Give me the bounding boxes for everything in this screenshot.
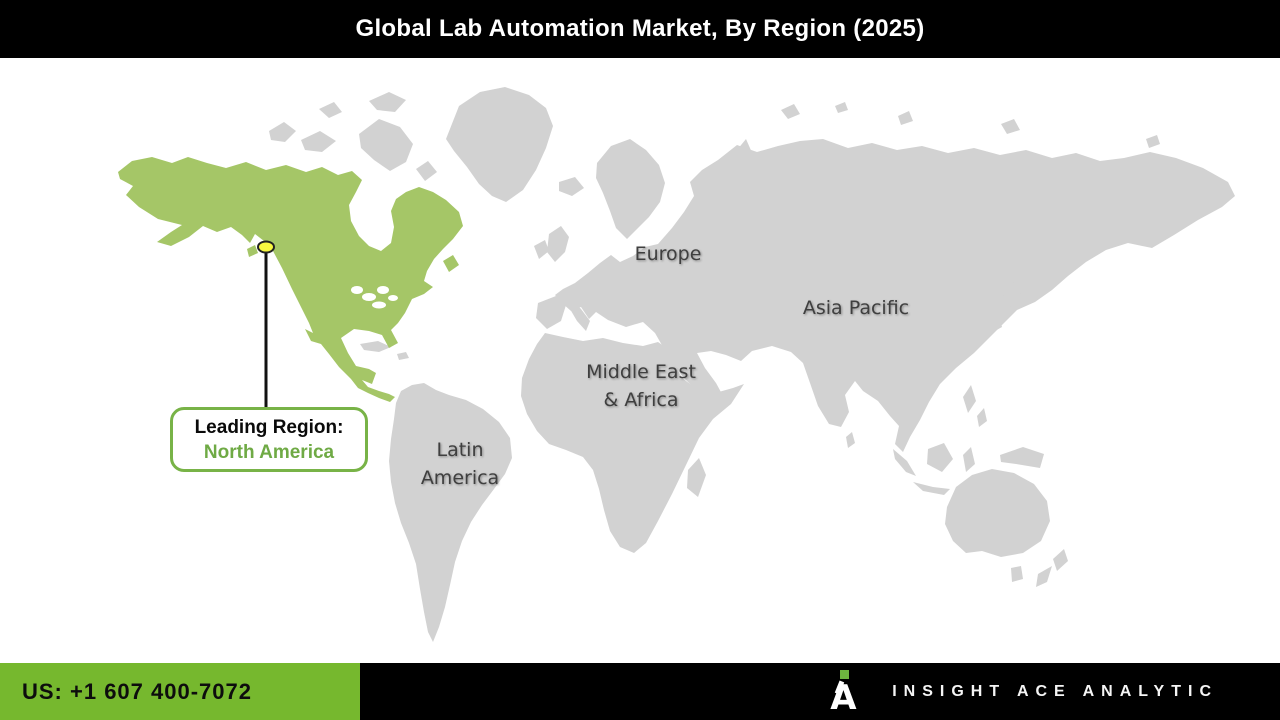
new-zealand [1053, 549, 1068, 571]
leading-region-callout: Leading Region: North America [170, 407, 368, 472]
footer-brand-section: A INSIGHT ACE ANALYTIC [360, 663, 1280, 720]
sumatra [893, 449, 916, 476]
label-middle-east-africa: Middle East & Africa [551, 358, 731, 414]
phone-number: US: +1 607 400-7072 [22, 678, 252, 704]
iceland [559, 177, 584, 196]
label-latin-america-line1: Latin [436, 439, 484, 461]
sakhalin [1040, 240, 1050, 274]
kamchatka [1054, 202, 1078, 257]
page-title: Global Lab Automation Market, By Region … [355, 15, 925, 42]
sri-lanka [846, 432, 855, 448]
world-map-base-regions [269, 87, 1235, 642]
label-middle-east-africa-line1: Middle East [586, 361, 696, 383]
label-latin-america-line2: America [420, 467, 500, 489]
vancouver-island [247, 245, 258, 257]
tasmania [1011, 566, 1023, 582]
greenland [446, 87, 553, 202]
logo-green-dot [840, 669, 850, 679]
label-middle-east-africa-line2: & Africa [603, 389, 679, 411]
borneo [927, 443, 953, 472]
newfoundland [443, 255, 459, 272]
great-lakes [351, 286, 398, 309]
novaya-zemlya [737, 139, 753, 170]
brand-name: INSIGHT ACE ANALYTIC [892, 682, 1218, 700]
ireland [534, 240, 549, 259]
label-latin-america: Latin America [400, 436, 520, 492]
location-marker-icon [257, 240, 275, 254]
callout-label: Leading Region: [194, 416, 344, 438]
callout-value: North America [203, 441, 335, 463]
north-america [118, 157, 463, 402]
japan [995, 269, 1033, 317]
label-asia-pacific: Asia Pacific [802, 297, 910, 319]
arctic-archipelago [269, 122, 296, 142]
sulawesi [963, 447, 975, 472]
leader-line-group [257, 240, 275, 408]
madagascar [687, 458, 706, 497]
hispaniola [397, 352, 409, 360]
java [913, 482, 950, 495]
new-guinea [1000, 447, 1044, 468]
footer-contact-section: US: +1 607 400-7072 [0, 663, 360, 720]
north-america-highlight-region [118, 157, 463, 402]
logo-letter: A [830, 677, 857, 718]
cuba [360, 341, 391, 352]
svalbard [781, 104, 800, 119]
iberia [536, 296, 566, 329]
philippines [963, 385, 976, 413]
australia [945, 469, 1050, 557]
south-america [389, 383, 512, 642]
great-britain [547, 226, 569, 262]
label-europe: Europe [634, 243, 702, 265]
africa [521, 333, 744, 553]
insight-ace-logo-icon: A [828, 667, 862, 717]
scandinavia [596, 139, 665, 239]
italy [570, 301, 590, 331]
footer-bar: US: +1 607 400-7072 A INSIGHT ACE ANALYT… [0, 663, 1280, 720]
title-bar: Global Lab Automation Market, By Region … [0, 0, 1280, 58]
